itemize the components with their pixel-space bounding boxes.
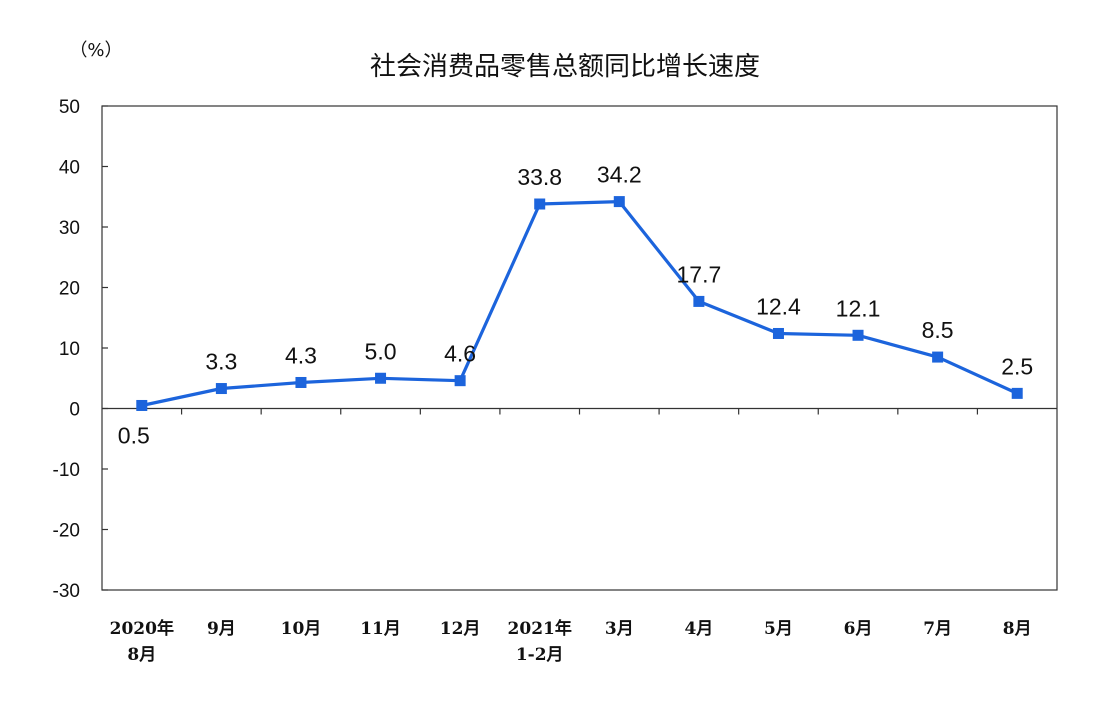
x-axis: 2020年 8月 9月 10月 11月 12月 2021年 1-2月 3月 4月 5月 6月 7月 8月 <box>102 407 1057 665</box>
data-point-marker <box>295 376 307 388</box>
x-tick-label: 1-2月 <box>516 645 564 665</box>
y-tick-label: 0 <box>69 400 80 421</box>
data-point-marker <box>215 383 227 395</box>
data-point-marker <box>613 196 625 208</box>
y-axis: 50 40 30 20 10 0 -10 -20 -30 <box>53 97 108 602</box>
x-tick-label: 4月 <box>684 619 713 639</box>
x-tick-label: 6月 <box>844 619 873 639</box>
data-label: 34.2 <box>597 162 642 188</box>
data-label: 12.4 <box>756 293 801 319</box>
y-tick-label: -10 <box>53 460 80 481</box>
data-point-marker <box>375 372 387 384</box>
y-tick-label: 10 <box>59 339 80 360</box>
data-point-marker <box>852 329 864 341</box>
data-label: 3.3 <box>205 349 237 375</box>
data-labels: 0.5 3.3 4.3 5.0 4.6 33.8 34.2 17.7 12.4 12.1 8.5 2.… <box>118 162 1033 449</box>
y-tick-label: -30 <box>53 581 80 602</box>
data-label: 4.3 <box>285 342 317 368</box>
x-tick-label: 2020年 <box>110 618 174 639</box>
series-retail-sales-growth <box>136 196 1023 411</box>
x-tick-label: 8月 <box>1003 619 1032 639</box>
data-label: 12.1 <box>836 295 881 321</box>
data-label: 33.8 <box>517 164 562 190</box>
x-tick-label: 9月 <box>207 619 236 639</box>
data-point-marker <box>1011 387 1023 399</box>
y-tick-label: 50 <box>59 97 80 118</box>
data-point-marker <box>454 375 466 387</box>
y-tick-label: 30 <box>59 218 80 239</box>
data-point-marker <box>693 295 705 307</box>
series-line <box>141 200 1018 408</box>
data-point-marker <box>534 198 546 210</box>
y-tick-label: 40 <box>59 158 80 179</box>
data-label: 0.5 <box>118 422 150 448</box>
data-point-marker <box>932 351 944 363</box>
x-tick-label: 3月 <box>605 619 634 639</box>
x-tick-label: 7月 <box>923 619 952 639</box>
data-label: 5.0 <box>365 338 397 364</box>
data-label: 2.5 <box>1001 353 1033 379</box>
data-label: 8.5 <box>922 317 954 343</box>
data-label: 4.6 <box>444 341 476 367</box>
x-tick-label: 12月 <box>440 619 481 639</box>
data-point-marker <box>772 327 784 339</box>
y-tick-label: 20 <box>59 279 80 300</box>
y-tick-label: -20 <box>53 521 80 542</box>
x-tick-label: 5月 <box>764 619 793 639</box>
data-point-marker <box>136 399 148 411</box>
x-tick-label: 11月 <box>360 619 401 639</box>
data-label: 17.7 <box>676 261 721 287</box>
x-tick-label: 8月 <box>127 645 156 665</box>
y-unit-label: （%） <box>69 40 122 61</box>
chart-title: 社会消费品零售总额同比增长速度 <box>370 52 760 82</box>
plot-frame <box>101 105 1058 591</box>
x-tick-label: 10月 <box>281 619 322 639</box>
x-tick-label: 2021年 <box>508 618 572 639</box>
